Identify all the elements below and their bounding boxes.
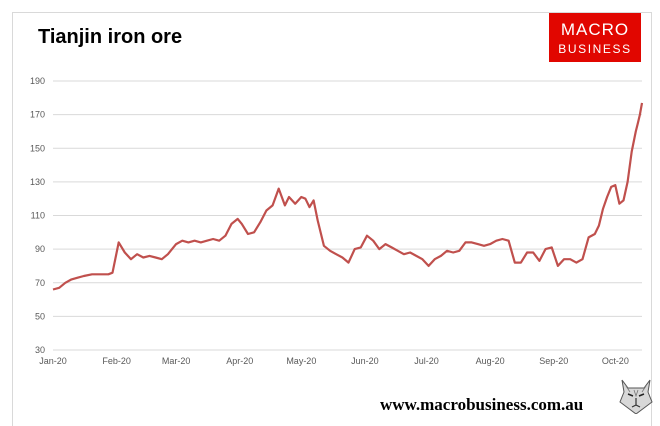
x-tick-label: Mar-20: [162, 356, 191, 366]
y-tick-label: 90: [35, 244, 45, 254]
gridlines: [53, 80, 642, 351]
x-tick-label: May-20: [286, 356, 316, 366]
chart-frame: [12, 12, 652, 426]
line-chart: 30 50 70 90 110 130 150 170 190 Jan-20 Feb-20 Mar-…: [30, 76, 644, 366]
y-axis-ticks: 30 50 70 90 110 130 150 170 190: [30, 76, 45, 355]
footer-url: www.macrobusiness.com.au: [380, 395, 584, 414]
x-tick-label: Sep-20: [539, 356, 568, 366]
x-tick-label: Apr-20: [226, 356, 253, 366]
x-tick-label: Aug-20: [476, 356, 505, 366]
y-tick-label: 110: [31, 211, 45, 221]
x-tick-label: Oct-20: [602, 356, 629, 366]
x-tick-label: Jul-20: [414, 356, 439, 366]
y-tick-label: 170: [30, 110, 45, 120]
wolf-icon: [619, 379, 653, 414]
logo-line-1: MACRO: [560, 20, 630, 39]
x-tick-label: Jun-20: [351, 356, 379, 366]
logo-line-2: BUSINESS: [558, 42, 632, 56]
y-tick-label: 130: [30, 177, 45, 187]
x-tick-label: Feb-20: [102, 356, 131, 366]
y-tick-label: 70: [35, 278, 45, 288]
chart-title: Tianjin iron ore: [38, 26, 183, 48]
series-line: [52, 102, 644, 291]
y-tick-label: 190: [30, 76, 45, 86]
y-tick-label: 50: [35, 311, 45, 321]
macrobusiness-logo: MACRO BUSINESS: [549, 13, 641, 62]
y-tick-label: 30: [35, 345, 45, 355]
y-tick-label: 150: [30, 143, 45, 153]
x-axis-ticks: Jan-20 Feb-20 Mar-20 Apr-20 May-20 Jun-20 Jul-…: [39, 356, 629, 366]
x-tick-label: Jan-20: [39, 356, 67, 366]
